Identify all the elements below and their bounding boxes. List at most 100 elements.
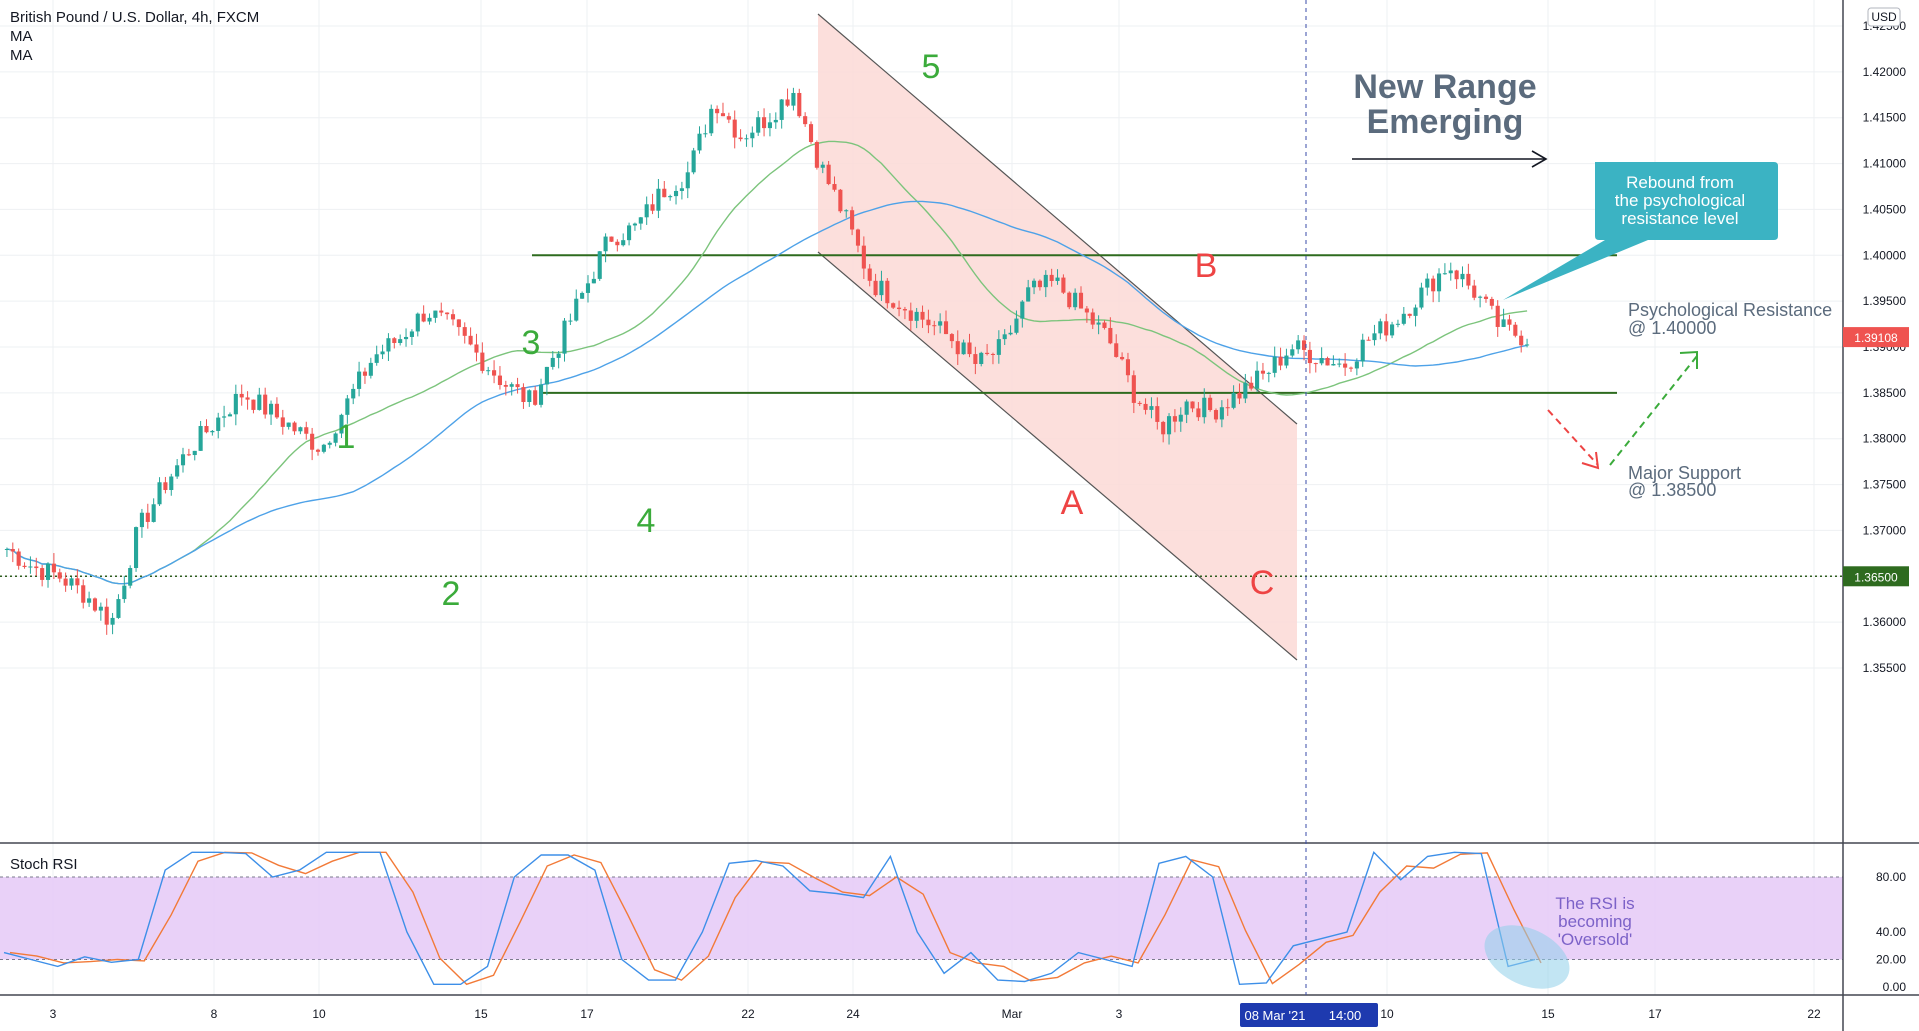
candle xyxy=(738,129,743,142)
candle xyxy=(298,426,303,435)
candle xyxy=(1225,398,1230,416)
candle-body xyxy=(1384,321,1389,336)
projection-down xyxy=(1547,409,1599,466)
candle xyxy=(1442,263,1447,275)
crosshair-date-badge: 08 Mar '21 14:00 xyxy=(1240,1003,1378,1027)
candle-body xyxy=(644,204,649,218)
candle-body xyxy=(785,99,790,106)
candle-body xyxy=(145,512,150,522)
candle-body xyxy=(1313,363,1318,365)
candle xyxy=(186,448,191,457)
candle-body xyxy=(98,606,103,611)
candle-body xyxy=(380,351,385,355)
candle-body xyxy=(1102,322,1107,328)
x-tick-label: 15 xyxy=(1541,1007,1555,1021)
candle-body xyxy=(222,416,227,418)
candle xyxy=(1301,335,1307,361)
candle-body xyxy=(1196,408,1201,418)
candle xyxy=(1525,338,1530,348)
oversold-highlight xyxy=(1484,925,1570,989)
candle xyxy=(1067,291,1072,310)
candle xyxy=(985,344,990,356)
candle-body xyxy=(838,189,843,212)
candle-body xyxy=(1390,324,1395,336)
candle-body xyxy=(750,132,755,139)
candle xyxy=(1143,398,1148,415)
candle-body xyxy=(104,606,109,625)
candle xyxy=(1384,313,1389,342)
candle xyxy=(580,291,585,299)
candle-body xyxy=(456,319,461,328)
candle xyxy=(908,302,913,331)
candle xyxy=(445,312,450,320)
candle-body xyxy=(1026,287,1031,302)
candle xyxy=(726,112,731,124)
candle xyxy=(1002,329,1007,346)
candle-body xyxy=(521,387,526,402)
candle xyxy=(1519,330,1524,353)
candle xyxy=(990,352,996,365)
candle xyxy=(321,443,326,454)
candle xyxy=(345,394,350,424)
candle-body xyxy=(280,417,285,427)
candle-body xyxy=(914,311,919,321)
candle-body xyxy=(486,370,491,372)
candle xyxy=(1483,294,1489,303)
candle-body xyxy=(1008,332,1013,335)
candle-body xyxy=(16,551,21,566)
candle-body xyxy=(1519,335,1524,346)
candle-body xyxy=(1489,298,1494,306)
candle-body xyxy=(503,385,508,387)
candle xyxy=(1501,308,1506,328)
candle xyxy=(656,179,661,219)
candle-body xyxy=(1307,349,1312,364)
candle-body xyxy=(955,341,960,355)
candle-body xyxy=(638,217,643,224)
candle-body xyxy=(110,617,115,625)
candle-body xyxy=(227,414,233,417)
candle xyxy=(803,112,808,127)
candle-body xyxy=(298,427,303,432)
crosshair-date-bg xyxy=(1240,1003,1378,1027)
candle-body xyxy=(685,172,690,189)
candle xyxy=(585,275,591,303)
candle-body xyxy=(844,210,849,212)
candle-body xyxy=(861,245,866,269)
candle-body xyxy=(967,342,972,355)
candle xyxy=(69,576,74,590)
candle xyxy=(509,382,514,396)
candle-body xyxy=(603,236,608,252)
candle xyxy=(222,405,227,428)
stoch-rsi-pane[interactable] xyxy=(0,850,1843,1001)
candle-body xyxy=(492,370,497,376)
y-tick-label: 1.40500 xyxy=(1863,202,1907,216)
candle xyxy=(544,366,549,396)
candlesticks[interactable] xyxy=(4,87,1530,635)
candle xyxy=(204,419,209,434)
candle-body xyxy=(762,117,767,129)
candle xyxy=(1208,394,1213,412)
candle xyxy=(474,333,479,362)
x-tick-label: 3 xyxy=(1116,1007,1123,1021)
candle-body xyxy=(726,116,731,120)
candle xyxy=(374,345,379,366)
stoch-y-tick-label: 0.00 xyxy=(1883,980,1907,994)
candle-body xyxy=(433,310,438,318)
candle-body xyxy=(368,362,373,376)
candle xyxy=(1243,373,1248,404)
candle xyxy=(380,344,385,360)
candle-body xyxy=(1078,292,1084,309)
candle-body xyxy=(1143,403,1148,410)
candle-body xyxy=(134,527,139,569)
descending-channel xyxy=(817,13,1298,661)
candle xyxy=(245,391,250,410)
candle-body xyxy=(439,310,444,313)
candle xyxy=(744,134,749,147)
candle-body xyxy=(362,371,368,376)
candle xyxy=(591,271,596,284)
projection-up-head xyxy=(1679,350,1698,369)
callout-line-2: the psychological xyxy=(1615,191,1745,210)
candle xyxy=(1460,266,1465,288)
